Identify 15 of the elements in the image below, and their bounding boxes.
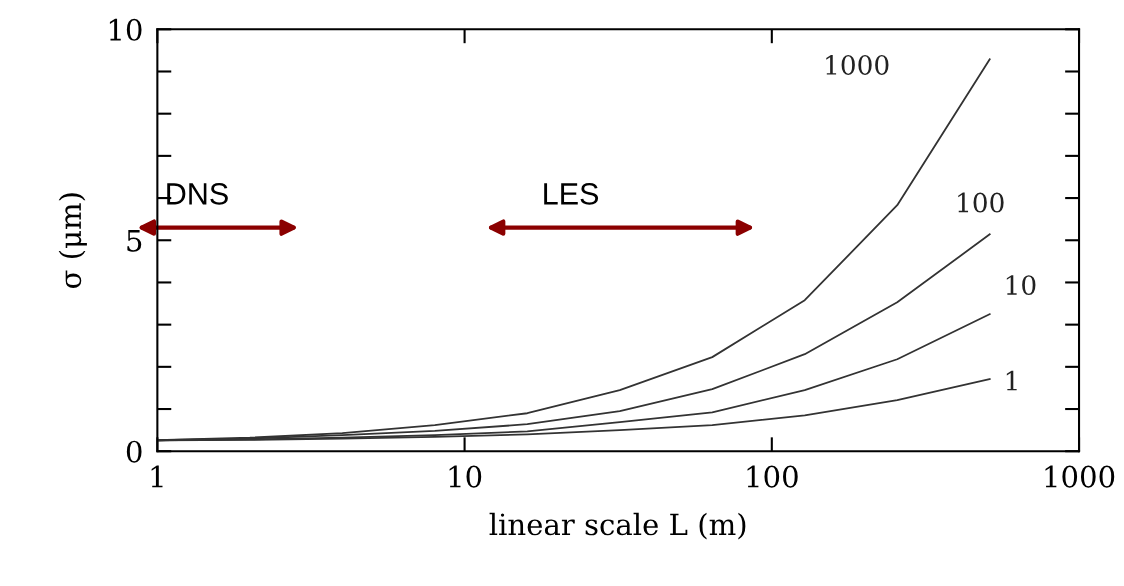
annotation: DNS xyxy=(167,183,228,205)
x-tick-label: 1 xyxy=(151,465,163,488)
x-tick-label: 100 xyxy=(747,465,798,488)
series-label: 10 xyxy=(1006,275,1036,296)
annotation: LES xyxy=(544,183,599,205)
text: 1000 xyxy=(826,55,889,75)
series-label: 1 xyxy=(1006,370,1017,391)
y-axis-title: σ (μm) xyxy=(58,193,87,289)
series-label: 100 xyxy=(958,192,1004,213)
x-axis-title: linear scale L (m) xyxy=(489,512,746,540)
y-tick-label: 5 xyxy=(127,230,142,252)
x-tick-label: 10 xyxy=(449,465,482,488)
x-tick-label: 1000 xyxy=(1045,465,1115,488)
y-tick-label: 10 xyxy=(109,18,142,41)
y-tick-label: 0 xyxy=(126,440,142,463)
